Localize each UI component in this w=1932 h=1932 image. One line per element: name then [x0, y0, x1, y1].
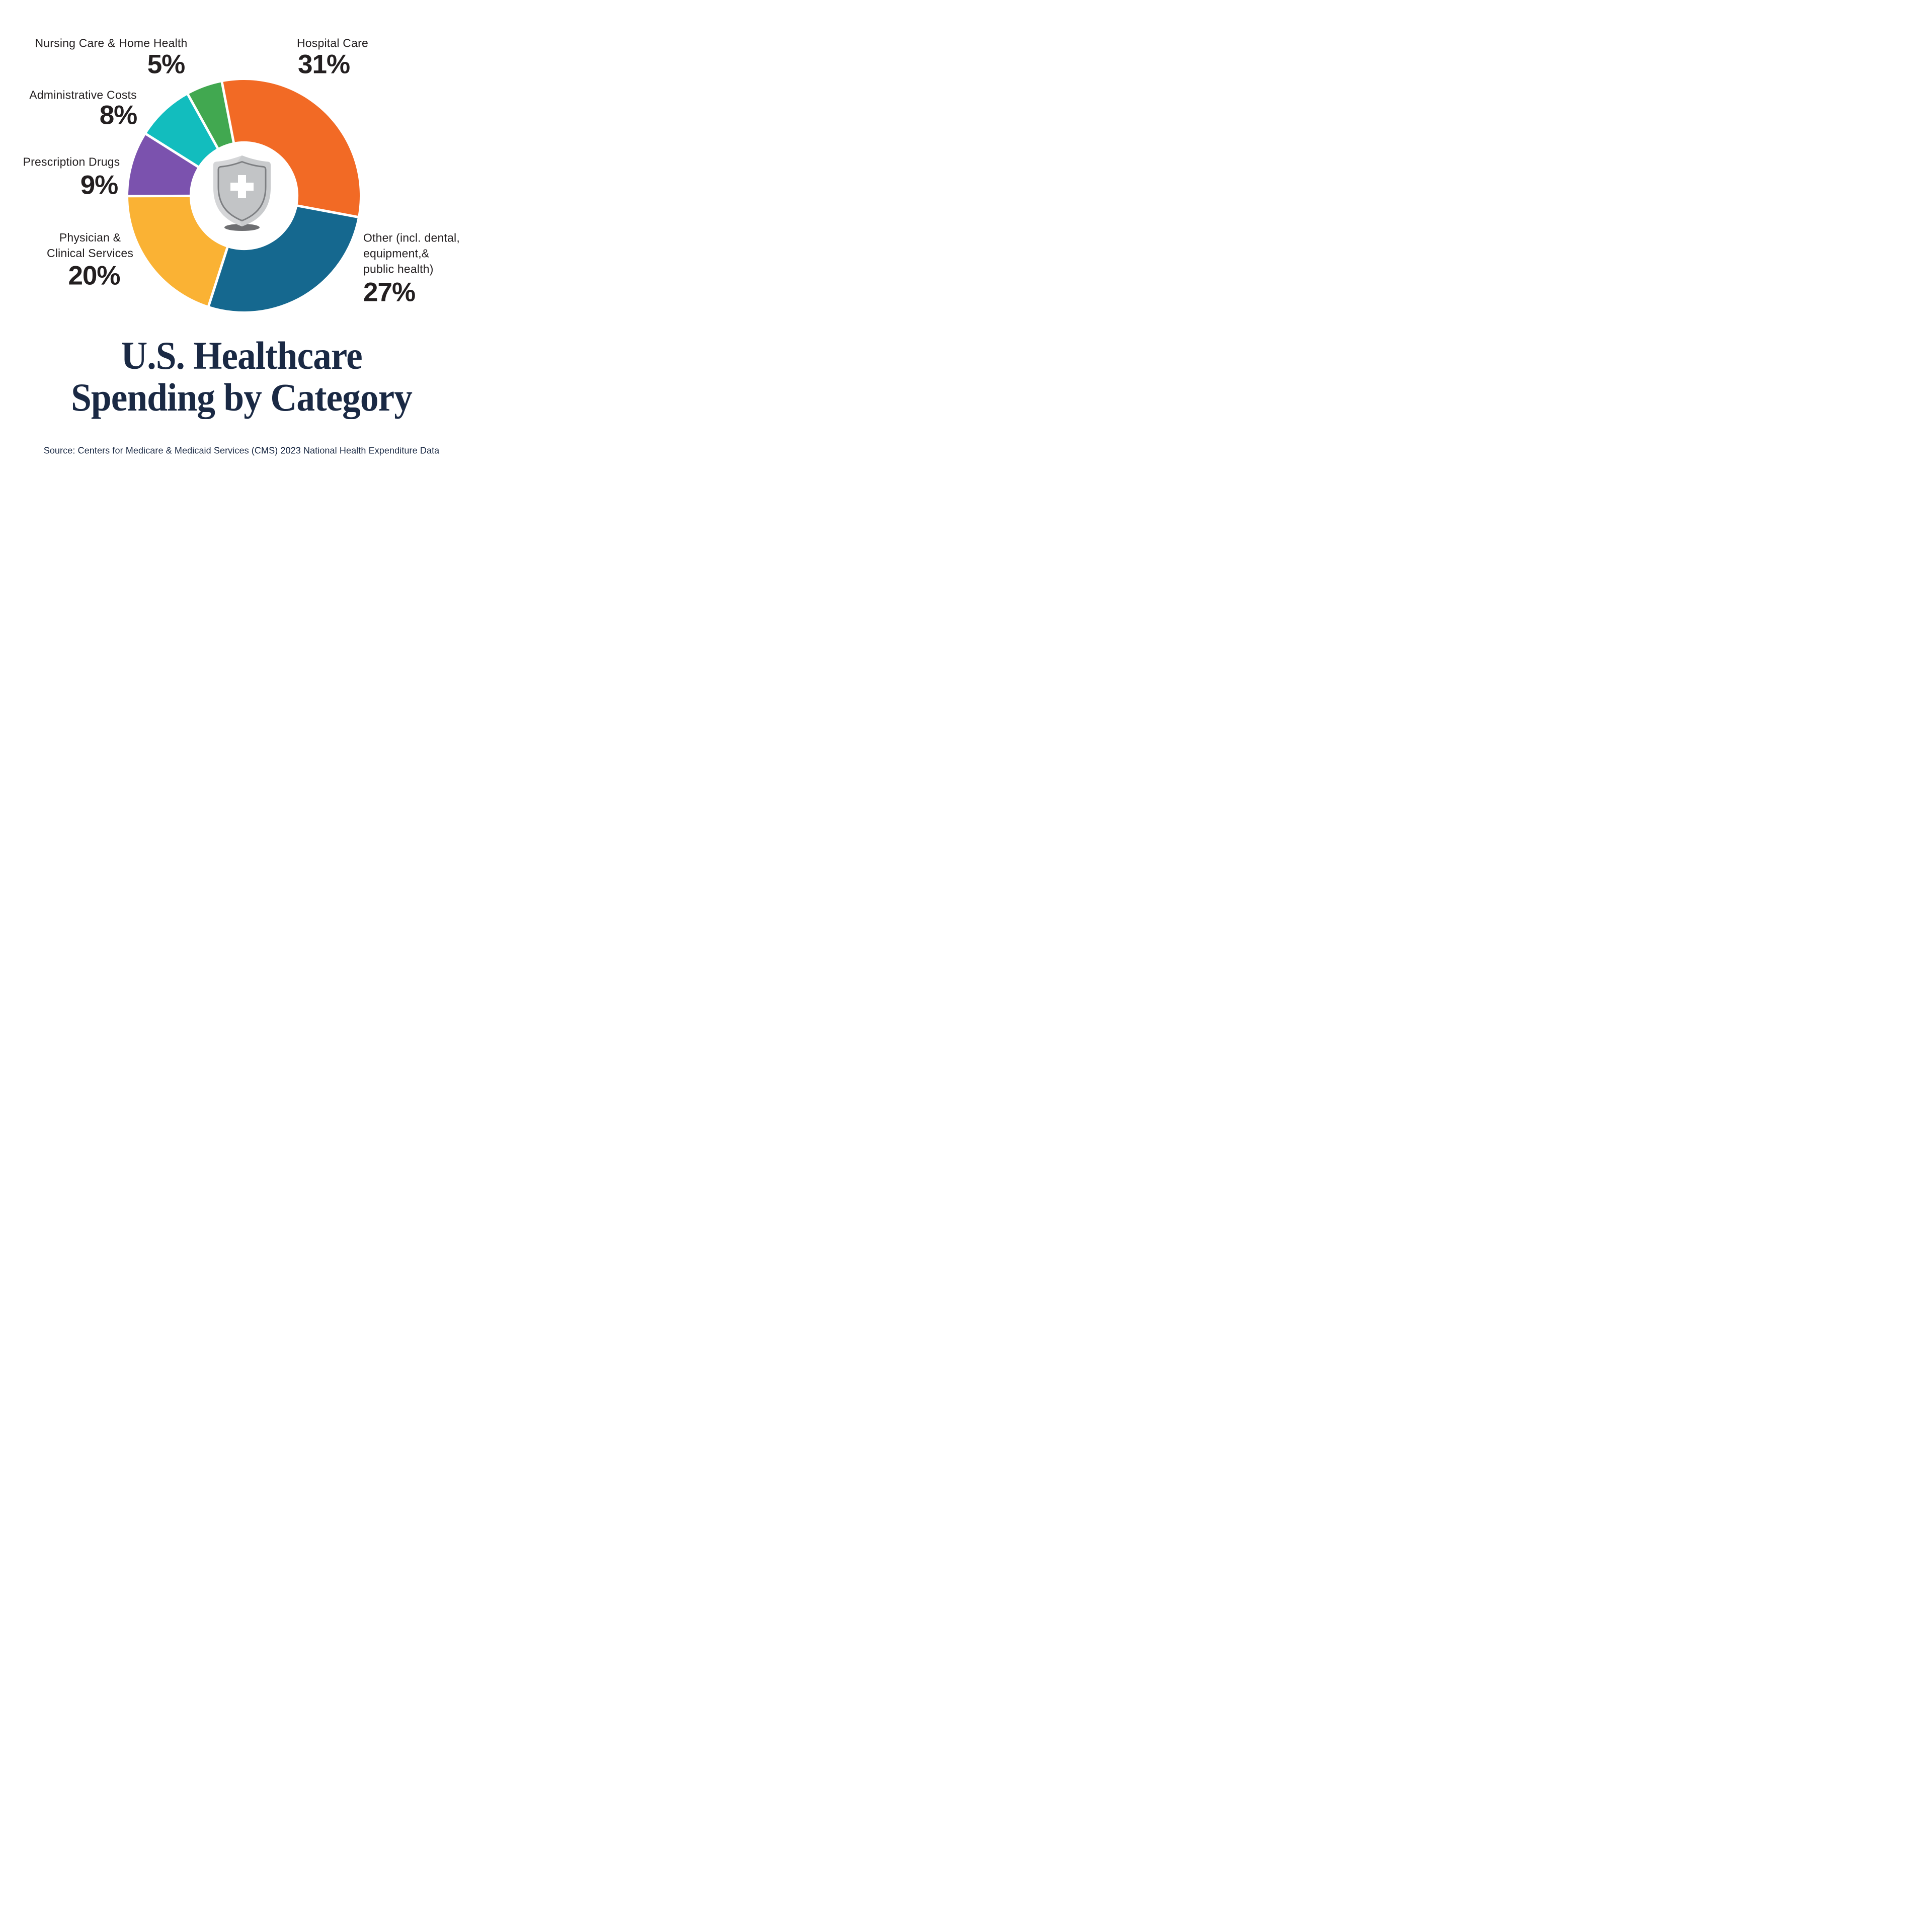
- label-other-category: Other (incl. dental, equipment,& public …: [363, 231, 460, 276]
- value-administrative-costs: 8%: [99, 100, 138, 130]
- label-administrative-costs: Administrative Costs: [29, 88, 137, 102]
- value-physician-clinical-services: 20%: [68, 261, 120, 291]
- medical-shield-icon: [213, 155, 271, 231]
- page-title: U.S. Healthcare Spending by Category: [71, 334, 413, 419]
- value-other-category: 27%: [363, 277, 416, 307]
- donut-chart: [127, 80, 360, 312]
- label-nursing-care-home-health: Nursing Care & Home Health: [35, 36, 188, 50]
- value-nursing-care-home-health: 5%: [147, 49, 186, 79]
- medical-cross-icon: [230, 175, 254, 198]
- label-hospital-care: Hospital Care: [297, 36, 368, 50]
- label-physician-clinical-services: Physician & Clinical Services: [46, 231, 134, 260]
- infographic-root: Nursing Care & Home Health 5% Hospital C…: [0, 0, 483, 483]
- source-credit: Source: Centers for Medicare & Medicaid …: [43, 445, 440, 456]
- label-prescription-drugs: Prescription Drugs: [23, 155, 120, 169]
- shield-shadow: [224, 224, 260, 231]
- value-hospital-care: 31%: [298, 49, 350, 79]
- value-prescription-drugs: 9%: [80, 170, 119, 200]
